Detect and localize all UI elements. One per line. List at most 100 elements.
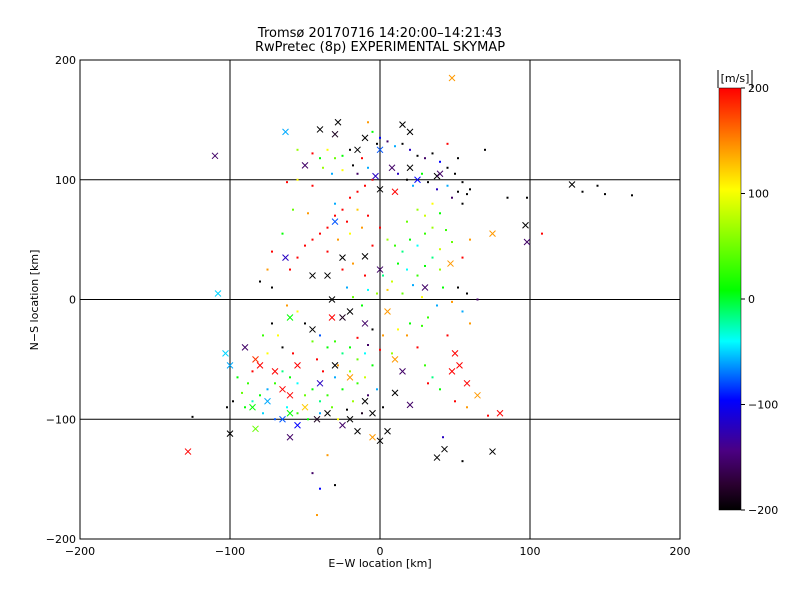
data-point-dot: [316, 514, 318, 517]
data-point-dot: [341, 169, 344, 172]
data-point-dot: [364, 376, 366, 379]
data-point-dot: [397, 328, 399, 331]
data-point-cross: [523, 238, 531, 246]
data-point-dot: [334, 157, 336, 160]
data-point-dot: [364, 274, 366, 277]
data-point-dot: [266, 352, 269, 355]
data-point-dot: [286, 406, 288, 409]
data-point-dot: [445, 229, 447, 232]
data-point-dot: [431, 152, 434, 155]
data-point-dot: [232, 400, 234, 403]
chart-title-line1: Tromsø 20170716 14:20:00–14:21:43: [257, 26, 502, 41]
data-point-cross: [252, 425, 259, 433]
data-point-dot: [334, 340, 336, 343]
data-point-cross: [399, 367, 406, 375]
data-point-dot: [469, 188, 471, 191]
data-point-dot: [487, 414, 489, 417]
data-point-dot: [466, 292, 468, 295]
data-point-dot: [376, 388, 378, 391]
data-point-dot: [311, 388, 314, 391]
data-point-dot: [311, 152, 314, 155]
data-point-dot: [596, 184, 599, 187]
data-point-dot: [424, 214, 426, 217]
data-point-dot: [376, 292, 378, 295]
data-point-dot: [271, 250, 273, 253]
data-point-dot: [352, 164, 354, 167]
data-point-dot: [274, 382, 276, 385]
data-point-dot: [391, 280, 393, 283]
data-point-cross: [301, 162, 309, 169]
data-point-dot: [431, 202, 434, 205]
data-point-cross: [252, 356, 259, 363]
data-point-dot: [406, 334, 408, 337]
data-point-dot: [304, 394, 306, 397]
data-point-dot: [341, 154, 344, 157]
data-point-dot: [266, 268, 269, 271]
data-point-dot: [311, 238, 314, 241]
data-point-dot: [319, 157, 321, 160]
data-point-cross: [241, 344, 249, 351]
data-point-dot: [379, 348, 381, 351]
data-point-cross: [279, 415, 286, 423]
data-point-cross: [406, 401, 414, 409]
data-point-dot: [581, 190, 584, 193]
data-point-dot: [421, 172, 423, 175]
data-point-dot: [416, 346, 419, 349]
data-point-dot: [341, 352, 344, 355]
data-point-cross: [334, 118, 342, 126]
data-point-cross: [376, 185, 384, 193]
data-point-dot: [631, 194, 633, 197]
data-point-dot: [319, 487, 321, 490]
data-point-dot: [412, 284, 414, 287]
data-point-cross: [346, 308, 354, 315]
data-point-dot: [326, 346, 329, 349]
data-point-cross: [331, 130, 339, 138]
data-point-dot: [322, 166, 324, 169]
data-point-cross: [331, 218, 339, 226]
data-point-dot: [292, 352, 294, 355]
data-point-dot: [541, 232, 543, 235]
data-point-dot: [236, 376, 239, 379]
data-point-dot: [604, 193, 606, 196]
data-point-dot: [337, 238, 339, 241]
data-point-dot: [379, 226, 381, 229]
data-point-dot: [296, 256, 299, 259]
data-point-cross: [339, 421, 346, 429]
chart-title-line2: RwPretec (8p) EXPERIMENTAL SKYMAP: [255, 40, 505, 55]
y-tick-label: −100: [46, 413, 76, 426]
data-point-dot: [439, 248, 441, 251]
data-point-cross: [522, 221, 529, 229]
data-point-dot: [191, 415, 194, 418]
data-point-cross: [376, 437, 384, 445]
data-point-dot: [356, 190, 359, 193]
data-point-cross: [361, 253, 369, 260]
data-point-dot: [506, 196, 509, 199]
data-point-dot: [281, 370, 284, 373]
data-point-dot: [451, 300, 453, 303]
data-point-cross: [447, 260, 454, 267]
data-point-dot: [442, 286, 444, 289]
x-tick-label: 200: [670, 545, 691, 558]
data-point-dot: [271, 286, 273, 289]
data-point-dot: [421, 296, 423, 299]
data-point-dot: [334, 376, 336, 379]
gridlines: [80, 60, 680, 539]
data-point-dot: [439, 212, 441, 215]
x-axis-label: E−W location [km]: [328, 557, 431, 570]
data-point-cross: [354, 146, 361, 154]
data-point-dot: [334, 202, 336, 205]
data-point-dot: [337, 364, 339, 367]
data-point-cross: [451, 350, 459, 357]
data-point-cross: [313, 415, 321, 423]
y-tick-label: 0: [69, 294, 76, 307]
data-point-dot: [421, 324, 423, 327]
data-point-dot: [274, 418, 276, 421]
data-point-dot: [386, 238, 389, 241]
data-point-dot: [461, 310, 464, 313]
data-point-dot: [356, 172, 359, 175]
data-point-dot: [349, 196, 351, 199]
data-point-dot: [352, 400, 354, 403]
y-tick-label: −200: [46, 533, 76, 546]
data-point-dot: [367, 166, 369, 169]
data-point-cross: [448, 74, 456, 82]
